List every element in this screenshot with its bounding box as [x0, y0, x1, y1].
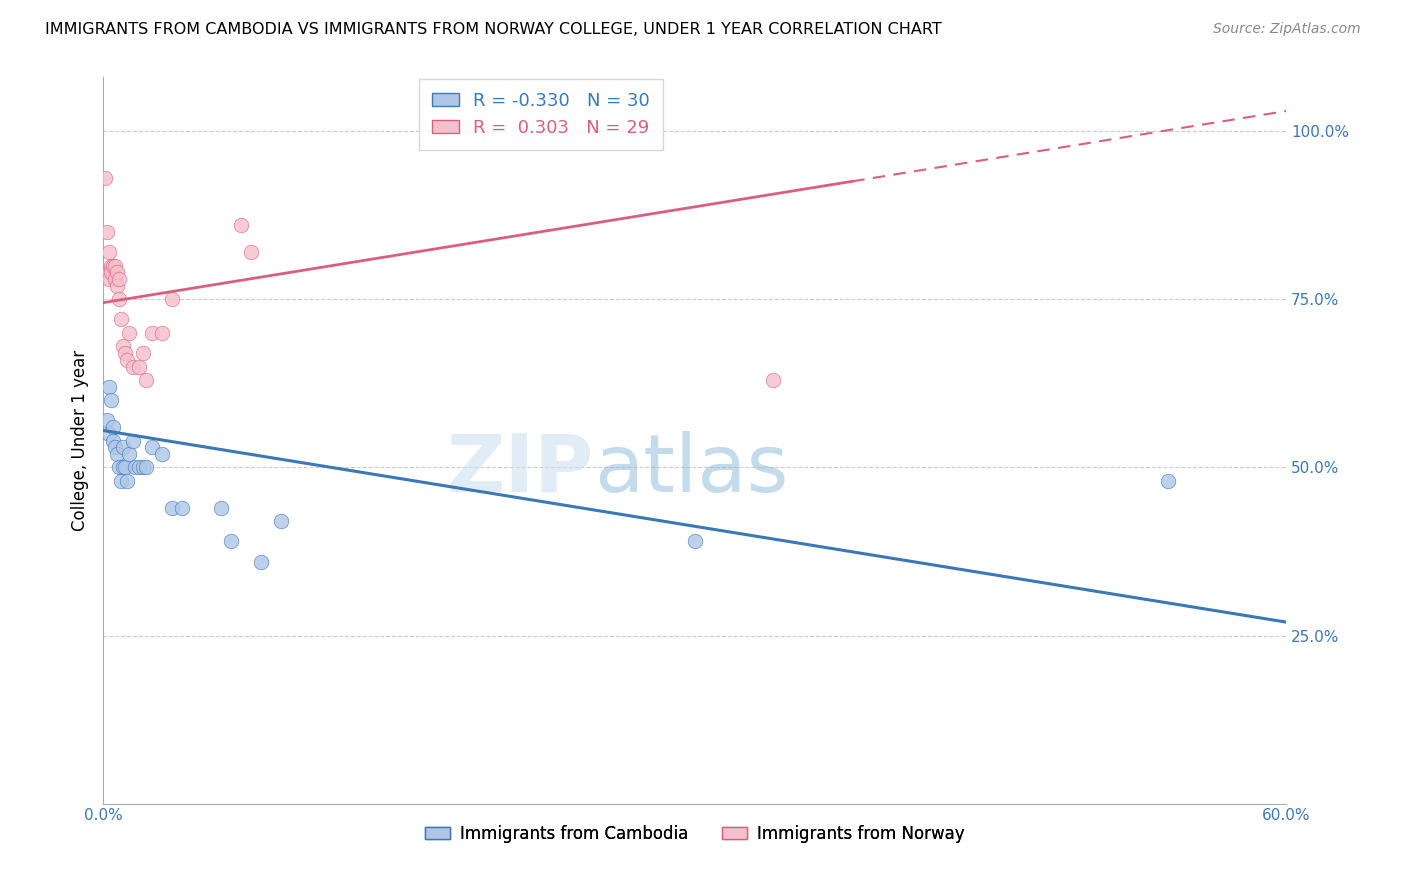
Point	[250, 555, 273, 569]
Text: ZIP: ZIP	[447, 431, 593, 508]
Point	[105, 447, 128, 461]
Point	[124, 460, 146, 475]
Point	[114, 346, 136, 360]
Point	[131, 460, 153, 475]
Point	[141, 326, 163, 340]
Point	[105, 278, 128, 293]
Point	[135, 460, 157, 475]
Point	[111, 440, 134, 454]
Point	[135, 373, 157, 387]
Point	[150, 326, 173, 340]
Point	[98, 265, 121, 279]
Point	[104, 272, 127, 286]
Point	[100, 265, 122, 279]
Point	[104, 440, 127, 454]
Point	[115, 474, 138, 488]
Point	[108, 460, 131, 475]
Point	[98, 380, 121, 394]
Point	[229, 219, 252, 233]
Text: Source: ZipAtlas.com: Source: ZipAtlas.com	[1213, 22, 1361, 37]
Point	[270, 514, 292, 528]
Point	[209, 500, 232, 515]
Point	[104, 259, 127, 273]
Point	[762, 373, 785, 387]
Legend: Immigrants from Cambodia, Immigrants from Norway: Immigrants from Cambodia, Immigrants fro…	[418, 819, 970, 850]
Point	[98, 245, 121, 260]
Text: IMMIGRANTS FROM CAMBODIA VS IMMIGRANTS FROM NORWAY COLLEGE, UNDER 1 YEAR CORRELA: IMMIGRANTS FROM CAMBODIA VS IMMIGRANTS F…	[45, 22, 942, 37]
Point	[141, 440, 163, 454]
Point	[128, 460, 150, 475]
Point	[110, 474, 132, 488]
Point	[96, 225, 118, 239]
Point	[101, 420, 124, 434]
Point	[160, 293, 183, 307]
Point	[1156, 474, 1178, 488]
Point	[94, 171, 117, 186]
Point	[118, 447, 141, 461]
Point	[101, 434, 124, 448]
Point	[111, 460, 134, 475]
Point	[98, 426, 121, 441]
Point	[105, 265, 128, 279]
Point	[240, 245, 263, 260]
Point	[121, 359, 143, 374]
Point	[118, 326, 141, 340]
Text: atlas: atlas	[593, 431, 789, 508]
Point	[100, 393, 122, 408]
Point	[108, 272, 131, 286]
Point	[96, 413, 118, 427]
Point	[114, 460, 136, 475]
Point	[115, 352, 138, 367]
Point	[101, 259, 124, 273]
Point	[683, 534, 706, 549]
Point	[108, 293, 131, 307]
Point	[98, 272, 121, 286]
Point	[150, 447, 173, 461]
Point	[160, 500, 183, 515]
Point	[170, 500, 193, 515]
Point	[219, 534, 242, 549]
Y-axis label: College, Under 1 year: College, Under 1 year	[72, 350, 89, 531]
Point	[128, 359, 150, 374]
Point	[121, 434, 143, 448]
Point	[110, 312, 132, 326]
Point	[111, 339, 134, 353]
Point	[131, 346, 153, 360]
Point	[100, 259, 122, 273]
